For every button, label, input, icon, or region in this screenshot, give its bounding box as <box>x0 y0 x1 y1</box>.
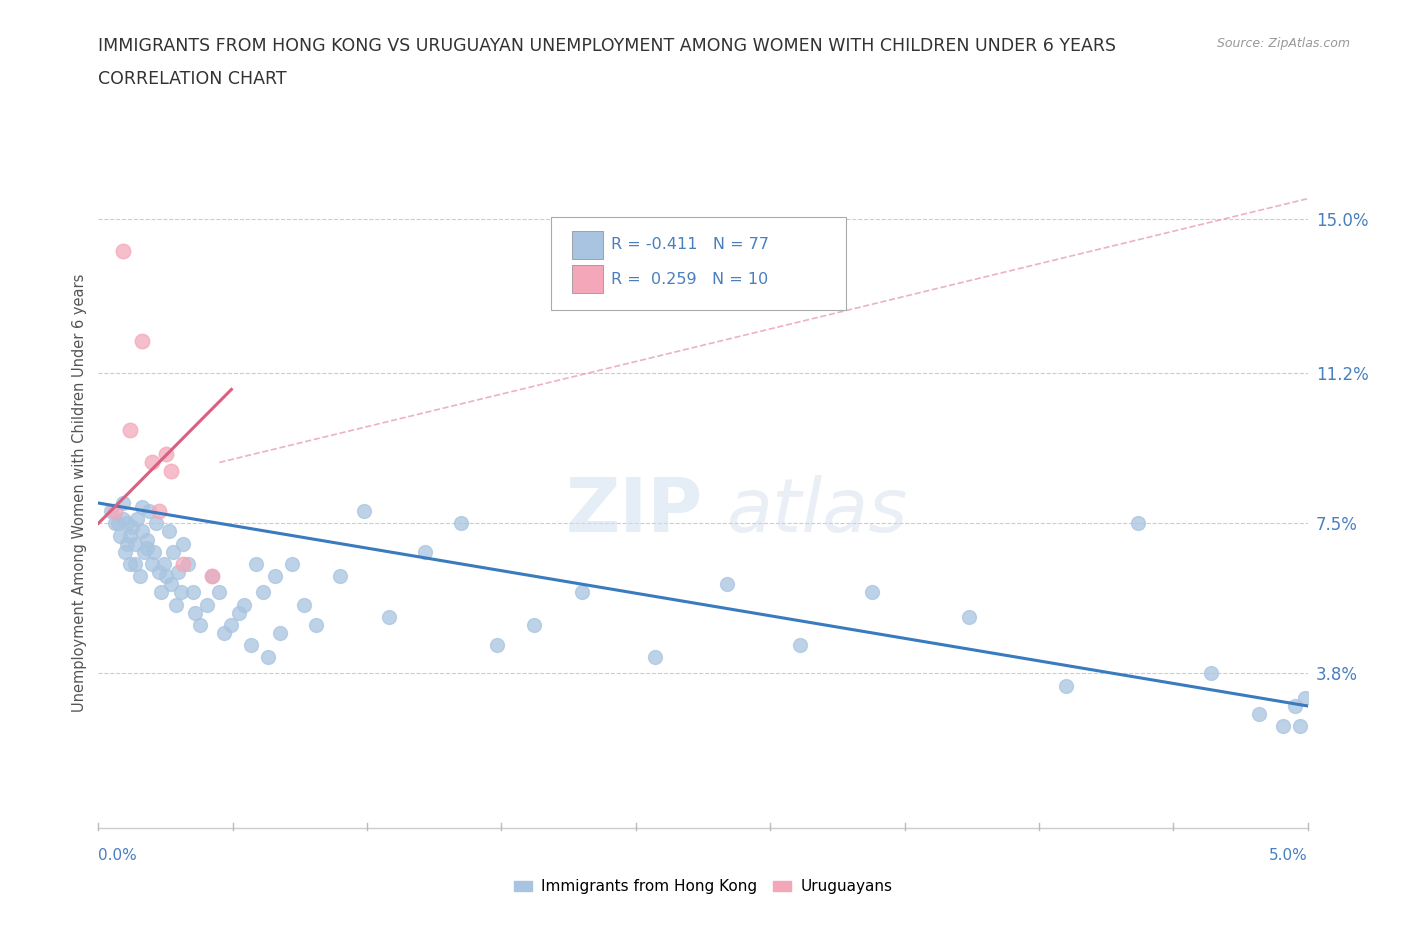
Point <box>195 597 218 612</box>
Point <box>181 585 204 600</box>
Point <box>1199 666 1222 681</box>
Point <box>145 516 167 531</box>
Point <box>1294 690 1316 705</box>
Point <box>152 556 174 571</box>
Point <box>165 597 187 612</box>
Text: 0.0%: 0.0% <box>98 848 138 863</box>
Text: 5.0%: 5.0% <box>1268 848 1308 863</box>
Point <box>160 463 183 478</box>
Point <box>118 528 141 543</box>
Point <box>141 455 163 470</box>
Point <box>292 597 315 612</box>
Point <box>104 504 127 519</box>
Point <box>228 605 250 620</box>
Point <box>172 537 194 551</box>
Point <box>305 618 328 632</box>
Y-axis label: Unemployment Among Women with Children Under 6 years: Unemployment Among Women with Children U… <box>72 273 87 712</box>
Point <box>450 516 472 531</box>
Point <box>1249 707 1271 722</box>
Point <box>148 504 170 519</box>
Point <box>264 568 287 583</box>
Point <box>184 605 207 620</box>
Point <box>789 638 811 653</box>
Text: IMMIGRANTS FROM HONG KONG VS URUGUAYAN UNEMPLOYMENT AMONG WOMEN WITH CHILDREN UN: IMMIGRANTS FROM HONG KONG VS URUGUAYAN U… <box>98 37 1116 55</box>
Point <box>160 577 183 591</box>
Point <box>134 544 156 559</box>
Point <box>121 520 143 535</box>
Point <box>172 556 194 571</box>
Point <box>124 556 146 571</box>
Point <box>269 626 291 641</box>
Point <box>118 556 141 571</box>
Point <box>155 568 177 583</box>
Point <box>107 516 129 531</box>
Point <box>117 537 139 551</box>
Text: R = -0.411   N = 77: R = -0.411 N = 77 <box>612 237 769 252</box>
Point <box>162 544 184 559</box>
Point <box>135 532 157 547</box>
Point <box>1289 719 1312 734</box>
Point <box>377 609 399 624</box>
Point <box>131 499 153 514</box>
Point <box>188 618 211 632</box>
Point <box>1284 698 1306 713</box>
Point <box>111 512 134 526</box>
Point <box>281 556 304 571</box>
Point <box>157 524 180 538</box>
Point <box>208 585 231 600</box>
Text: ZIP: ZIP <box>565 474 703 548</box>
Text: Source: ZipAtlas.com: Source: ZipAtlas.com <box>1216 37 1350 50</box>
Point <box>860 585 883 600</box>
Point <box>118 422 141 437</box>
Point <box>131 333 153 348</box>
Point <box>523 618 546 632</box>
Point <box>111 244 134 259</box>
Point <box>131 524 153 538</box>
Point <box>353 504 375 519</box>
Point <box>1272 719 1295 734</box>
Point <box>128 568 150 583</box>
Point <box>177 556 200 571</box>
Point <box>201 568 224 583</box>
Point <box>413 544 436 559</box>
Point <box>150 585 173 600</box>
Point <box>169 585 191 600</box>
Point <box>114 544 136 559</box>
Point <box>256 650 278 665</box>
Point <box>100 504 122 519</box>
Point <box>221 618 243 632</box>
Point <box>716 577 738 591</box>
Point <box>957 609 980 624</box>
Point <box>1054 678 1077 693</box>
Text: atlas: atlas <box>727 475 908 547</box>
Point <box>124 537 146 551</box>
Point <box>329 568 352 583</box>
Point <box>167 565 190 579</box>
Point <box>245 556 267 571</box>
Point <box>212 626 235 641</box>
Legend: Immigrants from Hong Kong, Uruguayans: Immigrants from Hong Kong, Uruguayans <box>508 873 898 900</box>
Point <box>117 516 139 531</box>
Point <box>138 504 160 519</box>
Point <box>108 528 131 543</box>
Point <box>239 638 262 653</box>
Point <box>486 638 509 653</box>
Point <box>143 544 166 559</box>
Text: R =  0.259   N = 10: R = 0.259 N = 10 <box>612 272 769 286</box>
Text: CORRELATION CHART: CORRELATION CHART <box>98 70 287 87</box>
Point <box>155 447 177 462</box>
Point <box>232 597 254 612</box>
Point <box>127 512 149 526</box>
Point <box>1128 516 1150 531</box>
Point <box>111 496 134 511</box>
Point <box>571 585 593 600</box>
Point <box>644 650 666 665</box>
Point <box>148 565 170 579</box>
Point <box>201 568 224 583</box>
Point <box>252 585 274 600</box>
Point <box>141 556 163 571</box>
Point <box>104 516 127 531</box>
Point <box>135 540 157 555</box>
